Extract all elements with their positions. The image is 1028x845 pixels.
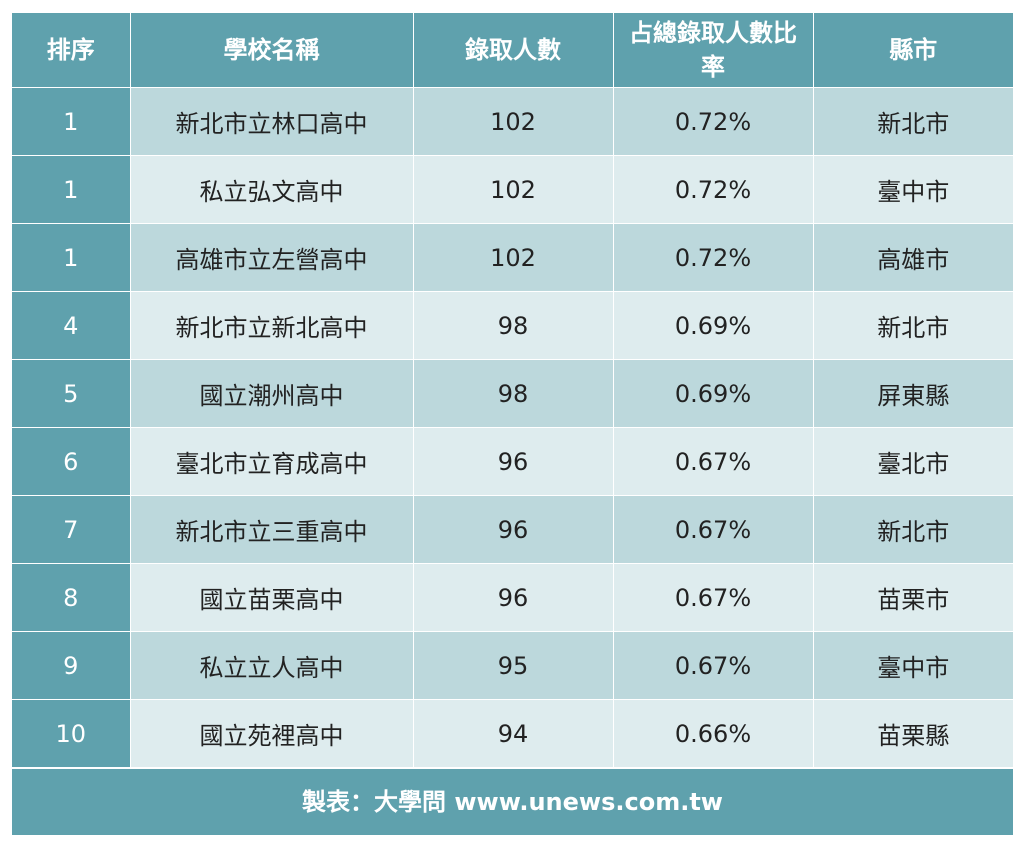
school-name-cell: 臺北市立育成高中 xyxy=(130,427,414,496)
school-name-cell: 新北市立林口高中 xyxy=(130,87,414,156)
rank-cell: 1 xyxy=(12,87,131,156)
table-header-row: 排序 學校名稱 錄取人數 占總錄取人數比率 縣市 xyxy=(12,13,1013,88)
admitted-count-cell: 94 xyxy=(413,699,614,768)
table-row: 1 高雄市立左營高中 102 0.72% 高雄市 xyxy=(12,223,1013,292)
ratio-cell: 0.67% xyxy=(613,631,814,700)
school-name-cell: 高雄市立左營高中 xyxy=(130,223,414,292)
table-row: 10 國立苑裡高中 94 0.66% 苗栗縣 xyxy=(12,699,1013,768)
city-cell: 臺中市 xyxy=(813,631,1013,700)
school-name-cell: 私立立人高中 xyxy=(130,631,414,700)
city-cell: 臺北市 xyxy=(813,427,1013,496)
ratio-cell: 0.72% xyxy=(613,87,814,156)
header-ratio: 占總錄取人數比率 xyxy=(613,13,814,88)
admitted-count-cell: 96 xyxy=(413,495,614,564)
ratio-cell: 0.72% xyxy=(613,155,814,224)
school-name-cell: 新北市立新北高中 xyxy=(130,291,414,360)
rank-cell: 1 xyxy=(12,223,131,292)
ratio-cell: 0.69% xyxy=(613,291,814,360)
city-cell: 臺中市 xyxy=(813,155,1013,224)
ranking-table-container: 排序 學校名稱 錄取人數 占總錄取人數比率 縣市 1 新北市立林口高中 102 0.7… xyxy=(12,13,1013,835)
table-row: 8 國立苗栗高中 96 0.67% 苗栗市 xyxy=(12,563,1013,632)
table-row: 1 私立弘文高中 102 0.72% 臺中市 xyxy=(12,155,1013,224)
city-cell: 新北市 xyxy=(813,291,1013,360)
city-cell: 高雄市 xyxy=(813,223,1013,292)
admitted-count-cell: 96 xyxy=(413,427,614,496)
table-row: 1 新北市立林口高中 102 0.72% 新北市 xyxy=(12,87,1013,156)
rank-cell: 7 xyxy=(12,495,131,564)
city-cell: 屏東縣 xyxy=(813,359,1013,428)
table-footer-credit: 製表：大學問 www.unews.com.tw xyxy=(12,768,1013,835)
city-cell: 苗栗市 xyxy=(813,563,1013,632)
school-name-cell: 國立潮州高中 xyxy=(130,359,414,428)
admitted-count-cell: 102 xyxy=(413,87,614,156)
table-body: 1 新北市立林口高中 102 0.72% 新北市 1 私立弘文高中 102 0.72% 臺中市 1 高… xyxy=(12,87,1013,768)
header-admitted: 錄取人數 xyxy=(413,13,614,88)
rank-cell: 4 xyxy=(12,291,131,360)
city-cell: 新北市 xyxy=(813,87,1013,156)
table-row: 7 新北市立三重高中 96 0.67% 新北市 xyxy=(12,495,1013,564)
admitted-count-cell: 98 xyxy=(413,359,614,428)
ratio-cell: 0.66% xyxy=(613,699,814,768)
header-rank: 排序 xyxy=(12,13,131,88)
header-city: 縣市 xyxy=(813,13,1013,88)
admitted-count-cell: 95 xyxy=(413,631,614,700)
school-name-cell: 國立苑裡高中 xyxy=(130,699,414,768)
ratio-cell: 0.67% xyxy=(613,427,814,496)
ratio-cell: 0.67% xyxy=(613,563,814,632)
rank-cell: 6 xyxy=(12,427,131,496)
table-row: 4 新北市立新北高中 98 0.69% 新北市 xyxy=(12,291,1013,360)
school-name-cell: 私立弘文高中 xyxy=(130,155,414,224)
school-name-cell: 國立苗栗高中 xyxy=(130,563,414,632)
table-row: 5 國立潮州高中 98 0.69% 屏東縣 xyxy=(12,359,1013,428)
rank-cell: 10 xyxy=(12,699,131,768)
rank-cell: 5 xyxy=(12,359,131,428)
school-name-cell: 新北市立三重高中 xyxy=(130,495,414,564)
header-school: 學校名稱 xyxy=(130,13,414,88)
ratio-cell: 0.72% xyxy=(613,223,814,292)
ratio-cell: 0.69% xyxy=(613,359,814,428)
admitted-count-cell: 102 xyxy=(413,223,614,292)
rank-cell: 9 xyxy=(12,631,131,700)
ratio-cell: 0.67% xyxy=(613,495,814,564)
rank-cell: 1 xyxy=(12,155,131,224)
rank-cell: 8 xyxy=(12,563,131,632)
table-row: 6 臺北市立育成高中 96 0.67% 臺北市 xyxy=(12,427,1013,496)
ranking-table: 排序 學校名稱 錄取人數 占總錄取人數比率 縣市 1 新北市立林口高中 102 0.7… xyxy=(12,13,1013,768)
admitted-count-cell: 96 xyxy=(413,563,614,632)
city-cell: 新北市 xyxy=(813,495,1013,564)
admitted-count-cell: 98 xyxy=(413,291,614,360)
admitted-count-cell: 102 xyxy=(413,155,614,224)
city-cell: 苗栗縣 xyxy=(813,699,1013,768)
header-ratio-label: 占總錄取人數比率 xyxy=(629,19,797,81)
table-row: 9 私立立人高中 95 0.67% 臺中市 xyxy=(12,631,1013,700)
